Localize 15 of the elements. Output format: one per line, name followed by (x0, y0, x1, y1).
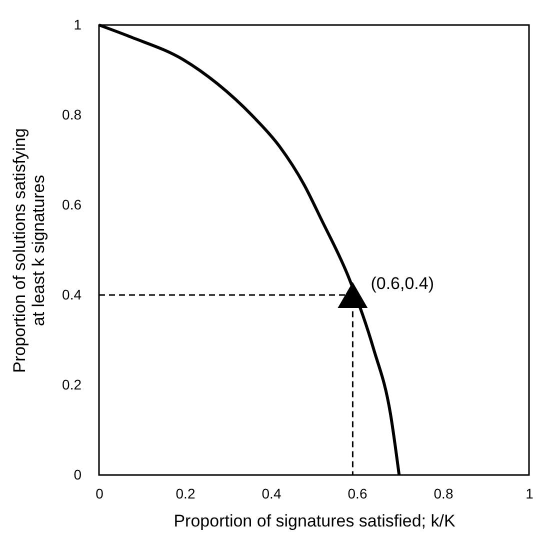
x-tick-label: 0.8 (434, 486, 454, 502)
y-tick-label: 1 (74, 16, 82, 32)
y-tick-label: 0.2 (62, 376, 82, 392)
annotation: (0.6,0.4) (370, 274, 434, 293)
x-axis-title: Proportion of signatures satisfied; k/K (174, 512, 456, 530)
x-tick-label: 0 (96, 486, 104, 502)
y-tick-label: 0 (74, 466, 82, 482)
x-tick-label: 0.4 (262, 486, 282, 502)
x-tick-label: 0.2 (176, 486, 196, 502)
y-tick-label: 0.6 (62, 196, 82, 212)
y-axis-title: Proportion of solutions satisfying at least k signatures (10, 128, 48, 373)
y-tick-label: 0.8 (62, 106, 82, 122)
x-tick-label: 1 (526, 486, 534, 502)
y-tick-label: 0.4 (62, 286, 82, 302)
x-tick-label: 0.6 (348, 486, 368, 502)
